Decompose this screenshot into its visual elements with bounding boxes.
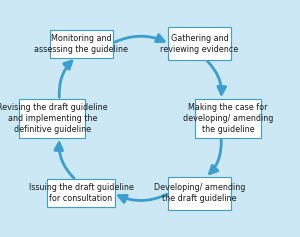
Text: Developing/ amending
the draft guideline: Developing/ amending the draft guideline xyxy=(154,183,245,203)
Text: Gathering and
reviewing evidence: Gathering and reviewing evidence xyxy=(160,34,238,54)
FancyBboxPatch shape xyxy=(195,99,261,138)
FancyBboxPatch shape xyxy=(20,99,85,138)
FancyArrowPatch shape xyxy=(210,140,221,174)
FancyBboxPatch shape xyxy=(47,179,115,207)
FancyArrowPatch shape xyxy=(55,143,74,178)
Text: Monitoring and
assessing the guideline: Monitoring and assessing the guideline xyxy=(34,34,128,54)
FancyBboxPatch shape xyxy=(50,30,112,58)
Text: Issuing the draft guideline
for consultation: Issuing the draft guideline for consulta… xyxy=(28,183,134,203)
Text: Revising the draft guideline
and implementing the
definitive guideline: Revising the draft guideline and impleme… xyxy=(0,103,108,134)
FancyArrowPatch shape xyxy=(118,194,167,202)
Text: Making the case for
developing/ amending
the guideline: Making the case for developing/ amending… xyxy=(183,103,273,134)
FancyBboxPatch shape xyxy=(168,27,231,60)
FancyArrowPatch shape xyxy=(59,61,72,97)
FancyArrowPatch shape xyxy=(207,61,226,94)
FancyBboxPatch shape xyxy=(168,177,231,210)
FancyArrowPatch shape xyxy=(113,35,164,43)
